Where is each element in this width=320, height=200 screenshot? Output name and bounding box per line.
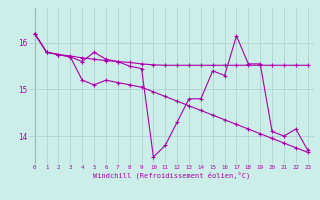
X-axis label: Windchill (Refroidissement éolien,°C): Windchill (Refroidissement éolien,°C) <box>92 172 250 179</box>
